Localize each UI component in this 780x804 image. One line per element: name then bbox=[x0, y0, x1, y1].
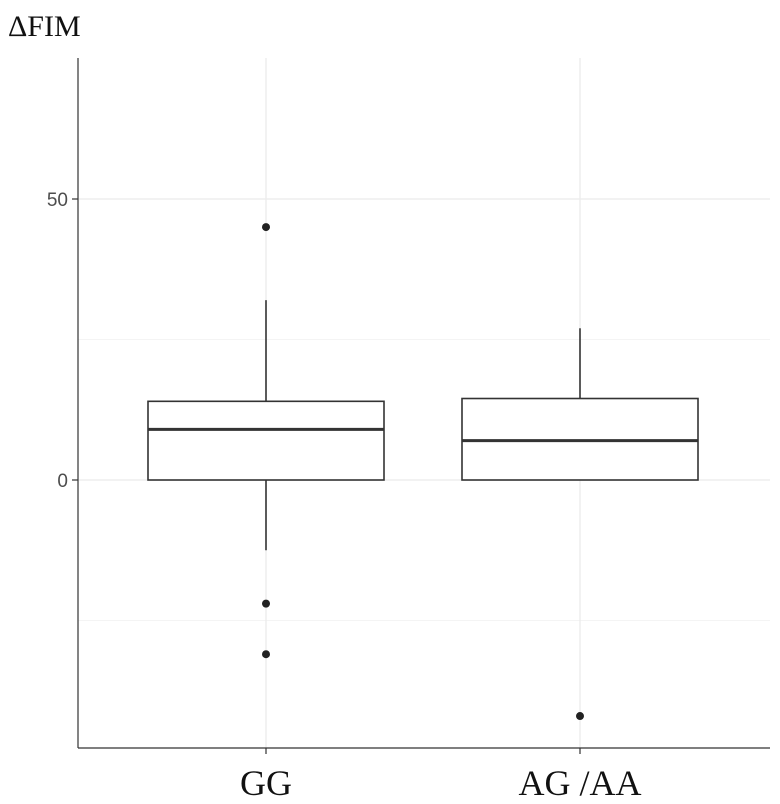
outlier-point bbox=[576, 712, 584, 721]
x-tick-label-gg: GG bbox=[240, 763, 292, 803]
y-tick-label: 50 bbox=[47, 190, 68, 211]
outlier-point bbox=[262, 223, 270, 232]
iqr-box bbox=[147, 400, 385, 481]
outlier-point bbox=[262, 650, 270, 659]
box-agaa bbox=[461, 328, 699, 721]
y-tick-label: 0 bbox=[57, 471, 68, 492]
y-axis-label: ΔFIM bbox=[8, 10, 81, 43]
box-layer bbox=[147, 223, 699, 721]
x-tick-label-ag-aa: AG /AA bbox=[519, 763, 642, 803]
tick-layer: 0 50 bbox=[47, 190, 581, 754]
box-gg bbox=[147, 223, 385, 659]
outlier-point bbox=[262, 599, 270, 608]
